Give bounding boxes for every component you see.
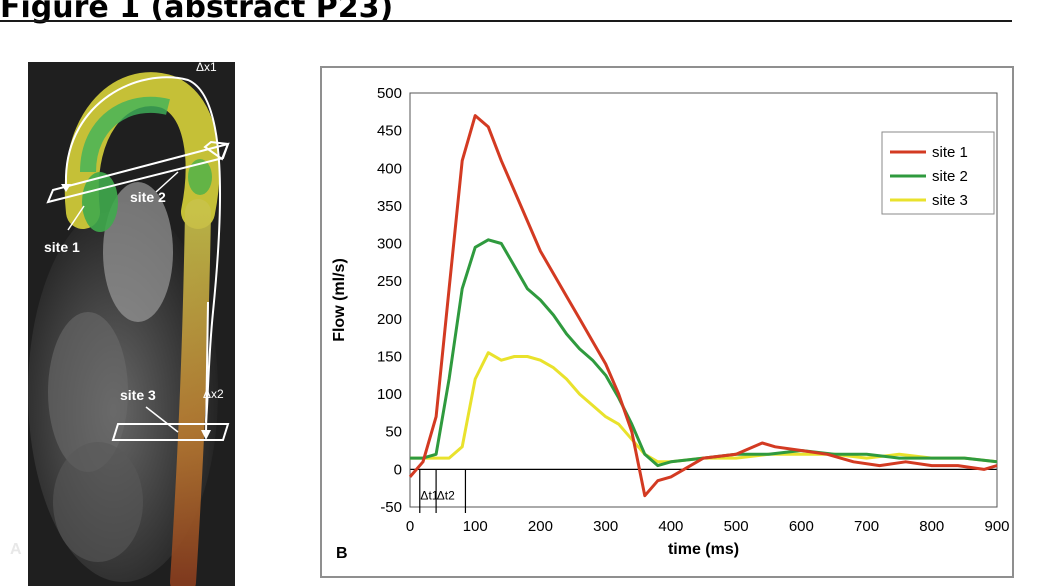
delta-x1-label: Δx1 xyxy=(196,62,217,74)
x-tick-label: 500 xyxy=(724,518,749,535)
y-tick-label: 50 xyxy=(385,424,402,441)
y-tick-label: 400 xyxy=(377,160,402,177)
legend-label: site 3 xyxy=(932,192,968,209)
y-tick-label: 500 xyxy=(377,85,402,102)
panel-b-letter: B xyxy=(336,545,348,562)
y-tick-label: 300 xyxy=(377,236,402,253)
y-tick-label: -50 xyxy=(380,499,402,516)
y-tick-label: 250 xyxy=(377,273,402,290)
site-2-label: site 2 xyxy=(130,189,166,205)
legend-label: site 2 xyxy=(932,168,968,185)
series-line-site-2 xyxy=(410,238,998,468)
mri-aorta-illustration xyxy=(28,62,235,586)
delta-x2-label: Δx2 xyxy=(203,387,224,401)
series-line-site-3 xyxy=(410,351,998,464)
y-tick-label: 150 xyxy=(377,348,402,365)
mri-aorta-image: site 1 site 2 site 3 Δx1 Δx2 xyxy=(28,62,235,586)
delta-t1-label: Δt1 xyxy=(420,488,438,502)
delta-t-markers xyxy=(419,469,467,513)
x-tick-label: 900 xyxy=(984,518,1009,535)
y-tick-labels: -50 0 50 100 150 200 250 300 350 400 450 500 xyxy=(377,85,402,516)
delta-t2-label: Δt2 xyxy=(437,488,455,502)
plot-area-border xyxy=(409,92,998,508)
x-tick-label: 0 xyxy=(406,518,414,535)
series-line-site-1 xyxy=(408,114,998,498)
title-rule xyxy=(0,20,1012,22)
x-tick-label: 600 xyxy=(789,518,814,535)
x-tick-label: 300 xyxy=(593,518,618,535)
site-3-label: site 3 xyxy=(120,387,156,403)
y-tick-label: 0 xyxy=(394,461,402,478)
x-axis-label: time (ms) xyxy=(668,541,739,558)
legend: site 1 site 2 site 3 xyxy=(881,131,995,215)
y-tick-label: 200 xyxy=(377,311,402,328)
y-axis-label: Flow (ml/s) xyxy=(331,258,348,342)
x-tick-labels: 0 100 200 300 400 500 600 700 800 900 xyxy=(406,518,1010,535)
x-tick-label: 200 xyxy=(528,518,553,535)
panel-a-letter: A xyxy=(10,541,22,558)
x-tick-label: 400 xyxy=(658,518,683,535)
y-tick-label: 100 xyxy=(377,386,402,403)
x-tick-label: 700 xyxy=(854,518,879,535)
x-tick-label: 800 xyxy=(919,518,944,535)
legend-label: site 1 xyxy=(932,144,968,161)
x-tick-label: 100 xyxy=(463,518,488,535)
y-tick-label: 450 xyxy=(377,123,402,140)
series-lines xyxy=(408,114,998,498)
y-tick-label: 350 xyxy=(377,198,402,215)
site-1-label: site 1 xyxy=(44,239,80,255)
